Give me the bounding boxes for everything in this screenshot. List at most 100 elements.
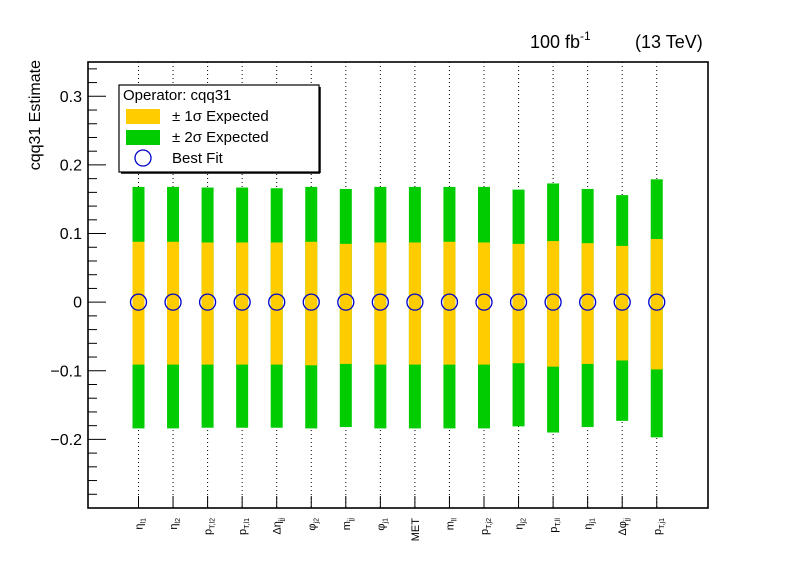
x-category-subscript: j2 — [521, 518, 528, 525]
x-category-label: Δφjj — [617, 518, 631, 536]
x-category-main: η — [514, 523, 526, 529]
x-category-main: m — [341, 521, 353, 530]
x-category-subscript: T,j1 — [659, 518, 666, 529]
luminosity-label: 100 fb-1 — [530, 29, 591, 52]
x-category-label: ηl1 — [134, 518, 148, 530]
x-category-subscript: jj — [348, 518, 355, 523]
best-fit-marker — [164, 293, 182, 311]
x-category-main: m — [444, 521, 456, 530]
best-fit-marker — [337, 293, 355, 311]
one-sigma-band — [512, 243, 525, 364]
one-sigma-band — [408, 242, 421, 365]
bars-layer — [129, 179, 666, 438]
x-category-subscript: T,l2 — [210, 518, 217, 529]
y-axis-title: cqq31 Estimate — [27, 60, 44, 170]
legend-label-two-sigma: ± 2σ Expected — [172, 129, 269, 146]
x-category-subscript: jj — [624, 518, 631, 523]
x-category-subscript: T,ll — [555, 518, 562, 527]
one-sigma-band — [270, 242, 283, 365]
x-category-label: ηj2 — [514, 518, 528, 530]
best-fit-marker — [371, 293, 390, 311]
x-category-main: p — [237, 529, 249, 535]
legend: Operator: cqq31 ± 1σ Expected ± 2σ Expec… — [118, 84, 321, 174]
plot-frame — [87, 61, 709, 509]
best-fit-marker — [579, 293, 597, 311]
x-category-main: φ — [306, 523, 318, 530]
legend-title: Operator: cqq31 — [123, 87, 231, 104]
x-category-main: p — [479, 529, 491, 535]
one-sigma-band — [305, 241, 318, 366]
one-sigma-band — [374, 242, 387, 365]
x-category-subscript: T,l1 — [244, 518, 251, 529]
one-sigma-band — [236, 242, 249, 365]
x-category-label: pT,l1 — [237, 518, 251, 535]
best-fit-marker — [509, 293, 528, 311]
x-category-subscript: j2 — [313, 518, 320, 525]
one-sigma-band — [132, 241, 145, 365]
x-category-main: p — [652, 529, 664, 535]
best-fit-marker — [129, 293, 148, 311]
y-tick-label: −0.1 — [50, 363, 82, 380]
y-tick-label: 0.1 — [60, 226, 82, 243]
x-category-subscript: j1 — [382, 518, 389, 525]
x-category-main: η — [168, 523, 180, 529]
x-category-main: Δη — [272, 521, 284, 534]
one-sigma-band — [478, 242, 490, 365]
best-fit-marker — [233, 293, 251, 311]
best-fit-marker — [268, 293, 286, 311]
x-category-main: η — [134, 523, 146, 529]
x-category-subscript: jj — [279, 518, 286, 523]
x-category-label: pT,ll — [548, 518, 562, 533]
best-fit-marker — [613, 293, 631, 311]
x-category-label: pT,j2 — [479, 518, 493, 535]
axis-layer: 0.3 0.2 0.1 0 −0.1 −0.2 — [50, 68, 658, 509]
x-category-label: pT,j1 — [652, 518, 666, 535]
x-category-label: MET — [410, 518, 422, 542]
x-category-subscript: ll — [451, 518, 458, 522]
x-category-main: p — [548, 527, 560, 533]
best-fit-marker — [440, 293, 459, 311]
y-tick-label: −0.2 — [50, 432, 82, 449]
best-fit-marker — [406, 293, 424, 311]
legend-box — [118, 84, 320, 173]
one-sigma-band — [339, 243, 352, 364]
one-sigma-band — [616, 245, 629, 361]
x-category-label: ηj1 — [583, 518, 597, 530]
best-fit-marker — [475, 293, 493, 311]
legend-label-one-sigma: ± 1σ Expected — [172, 108, 269, 125]
x-category-label: pT,l2 — [203, 518, 217, 535]
luminosity-exponent: -1 — [580, 29, 591, 43]
x-category-subscript: T,j2 — [486, 518, 493, 529]
best-fit-marker — [198, 293, 217, 311]
best-fit-marker — [302, 293, 320, 311]
y-tick-label: 0 — [73, 295, 82, 312]
legend-marker-best-fit — [134, 149, 152, 167]
x-category-label: φj1 — [375, 518, 389, 531]
x-category-label: mjj — [341, 518, 355, 531]
x-category-label: φj2 — [306, 518, 320, 531]
legend-swatch-two-sigma — [126, 130, 160, 145]
one-sigma-band — [167, 241, 180, 365]
x-category-main: Δφ — [617, 521, 629, 535]
one-sigma-band — [581, 243, 594, 364]
best-fit-marker — [544, 293, 562, 311]
one-sigma-band — [443, 241, 456, 365]
x-category-label: Δηjj — [272, 518, 286, 535]
x-category-main: η — [583, 523, 595, 529]
y-tick-label: 0.3 — [60, 89, 82, 106]
one-sigma-band — [547, 241, 560, 367]
x-category-main: φ — [375, 523, 387, 530]
x-category-main: p — [203, 529, 215, 535]
x-category-main: MET — [410, 518, 422, 542]
legend-label-best-fit: Best Fit — [172, 150, 224, 167]
legend-swatch-one-sigma — [126, 109, 160, 124]
y-tick-label: 0.2 — [60, 157, 82, 174]
x-category-subscript: l1 — [141, 518, 148, 524]
one-sigma-band — [201, 242, 214, 365]
x-category-label: ηl2 — [168, 518, 182, 530]
x-category-subscript: j1 — [590, 518, 597, 525]
energy-label: (13 TeV) — [635, 32, 703, 52]
one-sigma-band — [650, 239, 663, 370]
